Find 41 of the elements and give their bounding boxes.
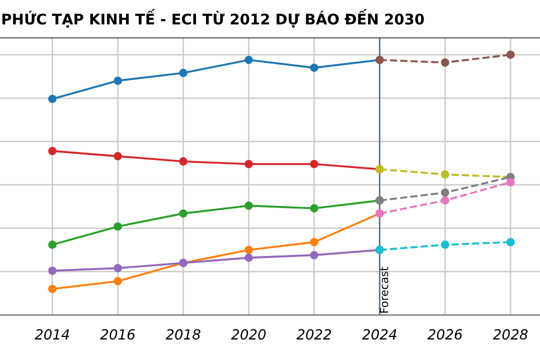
point — [48, 240, 57, 249]
point — [506, 238, 515, 246]
chart-title: PHỨC TẠP KINH TẾ - ECI TỪ 2012 DỰ BÁO ĐẾN 2030 — [2, 9, 424, 28]
point — [440, 170, 450, 179]
point — [48, 94, 57, 104]
x-tick-label: 2016 — [100, 329, 135, 340]
point — [506, 50, 515, 59]
point — [114, 276, 122, 286]
point — [179, 209, 188, 218]
point — [506, 178, 515, 186]
ref-line-label: Forecast — [380, 266, 388, 313]
x-tick-label: 2026 — [427, 329, 462, 340]
point — [244, 246, 253, 254]
x-tick-label: 2020 — [231, 329, 266, 340]
point — [310, 64, 318, 72]
point — [48, 266, 57, 275]
point — [440, 188, 450, 197]
point — [179, 68, 188, 78]
point — [244, 56, 253, 64]
point — [179, 157, 188, 166]
point — [48, 284, 57, 294]
point — [440, 58, 450, 67]
point — [244, 254, 253, 262]
x-tick-label: 2018 — [166, 329, 200, 340]
point — [310, 238, 318, 246]
x-tick-label: 2022 — [296, 329, 331, 340]
point — [310, 160, 318, 168]
point — [114, 264, 122, 272]
x-tick-label: 2028 — [492, 329, 528, 340]
point — [114, 152, 122, 160]
point — [310, 250, 318, 260]
point — [310, 204, 318, 212]
point — [114, 76, 122, 85]
point — [114, 222, 122, 231]
point — [48, 146, 57, 156]
point — [440, 196, 450, 205]
point — [244, 160, 253, 168]
point — [440, 240, 450, 249]
x-tick-label: 2014 — [34, 329, 70, 340]
x-tick-label: 2024 — [362, 329, 396, 340]
point — [244, 202, 253, 210]
